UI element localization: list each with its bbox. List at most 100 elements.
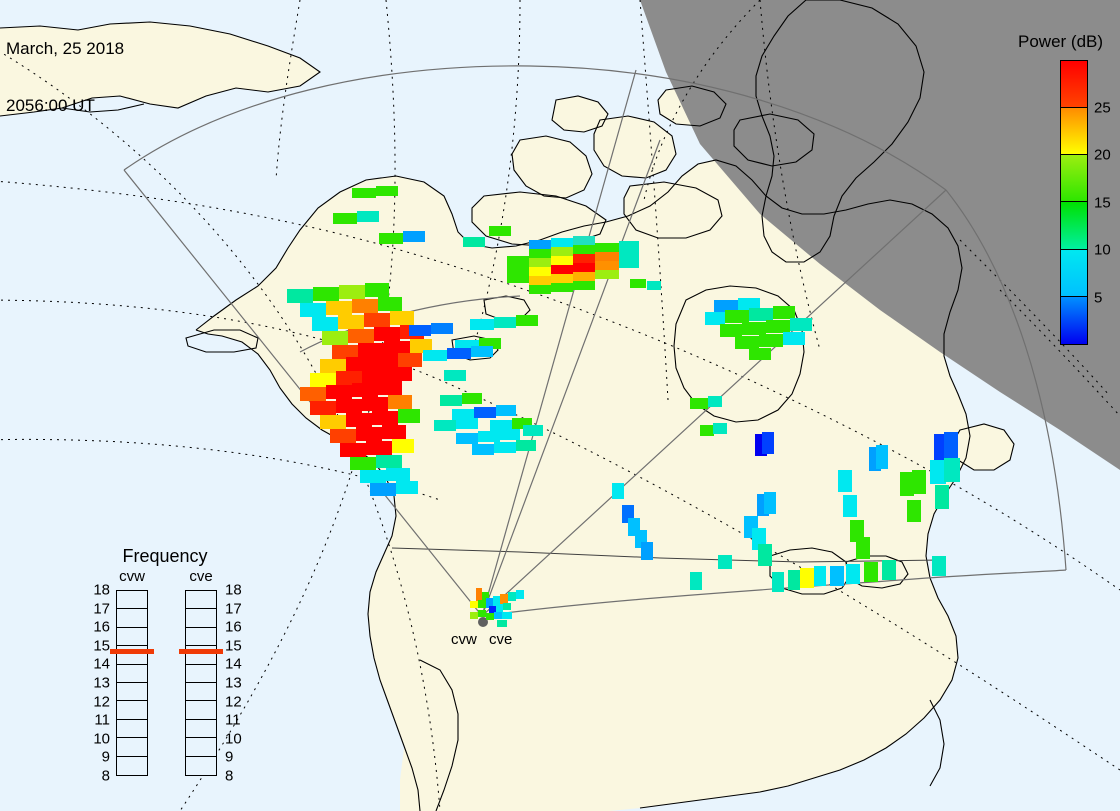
frequency-gauge-cell <box>117 738 147 757</box>
scatter-cell <box>641 542 653 560</box>
scatter-cell <box>713 423 727 434</box>
scatter-cell <box>398 353 422 367</box>
scatter-cell <box>551 256 573 265</box>
frequency-tick-label: 18 <box>225 581 242 599</box>
political-borders <box>391 547 941 563</box>
scatter-cell <box>376 186 398 196</box>
scatter-cell <box>374 327 400 341</box>
scatter-cell <box>356 427 382 441</box>
scatter-cell <box>502 612 512 619</box>
colorbar-segment <box>1061 155 1087 203</box>
scatter-cell <box>512 418 532 429</box>
scatter-cell <box>551 265 573 274</box>
colorbar-tick: 20 <box>1094 146 1111 164</box>
frequency-gauge-cell <box>186 665 216 683</box>
colorbar-tick-labels: 25 20 15 10 5 <box>1092 60 1120 345</box>
scatter-cell <box>708 396 722 407</box>
scatter-cell <box>339 285 365 299</box>
scatter-cell <box>486 598 493 608</box>
scatter-cell <box>320 359 346 373</box>
scatter-cell <box>456 418 478 429</box>
frequency-tick-label: 16 <box>93 618 110 636</box>
frequency-tick-label: 8 <box>101 767 110 785</box>
frequency-label-cve: cve <box>189 568 213 585</box>
frequency-tick-label: 13 <box>93 674 110 692</box>
scatter-cell <box>447 348 471 359</box>
scatter-cell <box>507 256 529 265</box>
scatter-cell <box>720 324 742 337</box>
frequency-tick-label: 16 <box>225 618 242 636</box>
scatter-cell <box>300 387 326 401</box>
frequency-tick-label: 14 <box>93 655 110 673</box>
frequency-gauge-cell <box>117 757 147 775</box>
scatter-cell <box>378 381 402 395</box>
scatter-cell <box>403 231 425 242</box>
scatter-cell <box>494 612 502 619</box>
frequency-gauge-cell <box>117 683 147 702</box>
scatter-cell <box>595 261 619 270</box>
scatter-cell <box>362 369 388 383</box>
scatter-cell <box>326 385 352 399</box>
colorbar-segment <box>1061 108 1087 156</box>
scatter-cell <box>476 588 482 602</box>
scatter-cell <box>838 470 852 492</box>
scatter-cell <box>944 458 960 482</box>
frequency-gauge-cell <box>186 757 216 775</box>
scatter-cell <box>735 336 759 349</box>
frequency-tick-label: 10 <box>225 730 242 748</box>
colorbar-tick: 25 <box>1094 99 1111 116</box>
frequency-gauge-cvw <box>116 590 148 776</box>
scatter-cell <box>312 317 338 331</box>
scatter-cell <box>508 592 516 601</box>
scatter-cell <box>409 325 431 336</box>
scatter-cell <box>529 258 551 267</box>
plot-time: 2056:00 UT <box>6 96 95 115</box>
scatter-cell <box>372 411 398 425</box>
scatter-cell <box>287 289 313 303</box>
scatter-cell <box>830 566 844 586</box>
scatter-cell <box>690 398 708 409</box>
scatter-cell <box>398 409 420 423</box>
scatter-cell <box>486 613 494 620</box>
scatter-cell <box>366 441 392 455</box>
scatter-cell <box>762 432 774 454</box>
scatter-cell <box>352 299 378 313</box>
scatter-cell <box>474 407 496 418</box>
scatter-cell <box>482 592 489 604</box>
colorbar-tick: 10 <box>1094 241 1111 259</box>
scatter-cell <box>310 373 336 387</box>
frequency-tick-label: 11 <box>225 711 241 729</box>
scatter-cell <box>764 492 776 514</box>
scatter-cell <box>336 371 362 385</box>
scatter-cell <box>494 317 516 328</box>
station-label-cve: cve <box>489 631 513 648</box>
scatter-cell <box>718 555 732 569</box>
scatter-cell <box>573 254 595 263</box>
scatter-cell <box>846 564 860 584</box>
scatter-cell <box>332 345 358 359</box>
scatter-cell <box>440 395 462 406</box>
frequency-gauge-cell <box>186 609 216 628</box>
colorbar-tick: 15 <box>1094 194 1111 211</box>
scatter-cell <box>850 520 864 542</box>
scatter-cell <box>500 429 520 440</box>
scatter-cell <box>529 276 551 285</box>
scatter-cell <box>759 334 783 347</box>
scatter-cell <box>900 472 914 496</box>
scatter-cell <box>479 338 501 349</box>
scatter-cell <box>523 425 543 436</box>
scatter-cell <box>396 481 418 494</box>
scatter-cell <box>503 603 511 610</box>
scatter-cell <box>529 249 551 258</box>
frequency-gauge-cell <box>117 591 147 610</box>
scatter-cell <box>434 420 456 431</box>
scatter-cell <box>357 211 379 222</box>
frequency-gauge-cell <box>117 609 147 628</box>
scatter-cell <box>573 272 595 281</box>
scatter-cell <box>489 226 511 236</box>
scatter-cell <box>346 413 372 427</box>
scatter-cell <box>410 339 432 353</box>
scatter-cell <box>800 568 814 588</box>
scatter-cell <box>529 240 551 249</box>
scatter-cell <box>856 537 870 559</box>
